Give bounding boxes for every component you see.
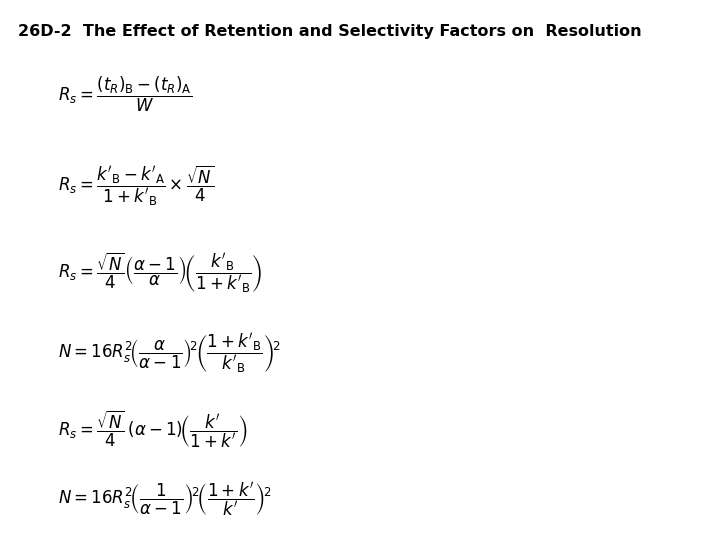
Text: $R_s = \dfrac{k'_{\mathrm{B}} - k'_{\mathrm{A}}}{1 + k'_{\mathrm{B}}} \times \df: $R_s = \dfrac{k'_{\mathrm{B}} - k'_{\mat… xyxy=(58,164,214,208)
Text: 26D-2  The Effect of Retention and Selectivity Factors on  Resolution: 26D-2 The Effect of Retention and Select… xyxy=(18,24,642,39)
Text: $R_s = \dfrac{\sqrt{N}}{4}\,(\alpha - 1)\!\left(\dfrac{k'}{1 + k'}\right)$: $R_s = \dfrac{\sqrt{N}}{4}\,(\alpha - 1)… xyxy=(58,409,248,450)
Text: $R_s = \dfrac{\sqrt{N}}{4}\left(\dfrac{\alpha - 1}{\alpha}\right)\!\left(\dfrac{: $R_s = \dfrac{\sqrt{N}}{4}\left(\dfrac{\… xyxy=(58,251,262,295)
Text: $N = 16R_s^2\!\left(\dfrac{1}{\alpha - 1}\right)^{\!2}\!\left(\dfrac{1 + k'}{k'}: $N = 16R_s^2\!\left(\dfrac{1}{\alpha - 1… xyxy=(58,481,271,518)
Text: $N = 16R_s^2\!\left(\dfrac{\alpha}{\alpha - 1}\right)^{\!2}\!\left(\dfrac{1 + k': $N = 16R_s^2\!\left(\dfrac{\alpha}{\alph… xyxy=(58,332,281,376)
Text: $R_s = \dfrac{(t_R)_{\mathrm{B}} - (t_R)_{\mathrm{A}}}{W}$: $R_s = \dfrac{(t_R)_{\mathrm{B}} - (t_R)… xyxy=(58,75,192,114)
